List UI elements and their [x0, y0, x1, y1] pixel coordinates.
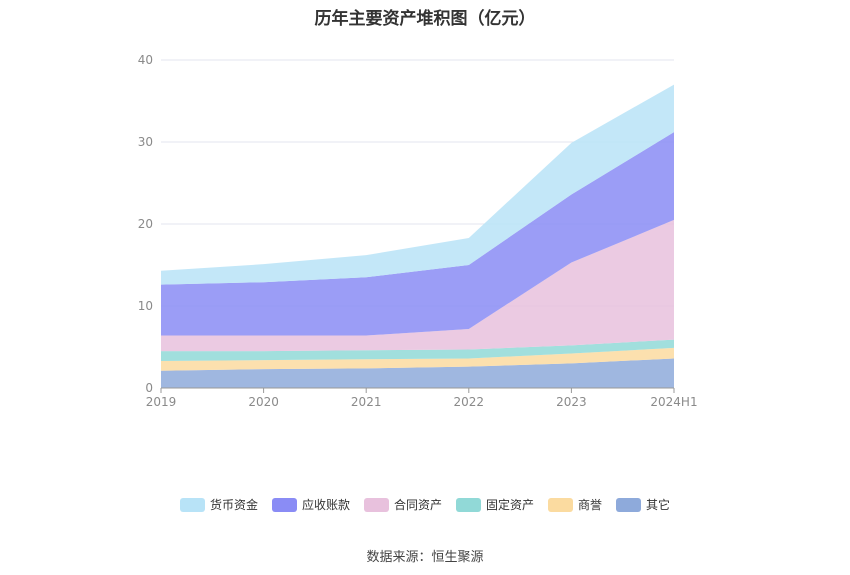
legend-swatch — [548, 497, 574, 512]
legend-item[interactable]: 合同资产 — [363, 496, 442, 513]
x-tick-label: 2024H1 — [650, 395, 697, 409]
legend-label: 应收账款 — [301, 498, 350, 512]
x-tick-label: 2021 — [351, 395, 382, 409]
legend-swatch — [456, 497, 481, 512]
legend-item[interactable]: 其它 — [616, 496, 670, 513]
legend-item[interactable]: 货币资金 — [179, 496, 258, 513]
y-tick-label: 40 — [138, 53, 153, 67]
legend-label: 其它 — [646, 498, 671, 512]
y-tick-label: 10 — [138, 299, 153, 313]
area-series — [161, 219, 674, 352]
legend-label: 货币资金 — [209, 498, 258, 512]
area-series — [161, 358, 674, 388]
legend-swatch — [616, 497, 642, 512]
y-tick-label: 30 — [138, 135, 153, 149]
x-tick-label: 2020 — [248, 395, 279, 409]
area-series — [161, 84, 674, 285]
x-tick-label: 2019 — [146, 395, 177, 409]
chart-title: 历年主要资产堆积图（亿元） — [314, 9, 536, 29]
area-series — [161, 347, 674, 371]
area-series — [161, 339, 674, 361]
y-tick-label: 20 — [138, 217, 153, 231]
area-series — [161, 132, 674, 336]
chart-legend: 货币资金 应收账款 合同资产 固定资产 商誉 其它 — [0, 496, 850, 513]
x-tick-label: 2023 — [556, 395, 587, 409]
legend-item[interactable]: 商誉 — [548, 496, 602, 513]
data-source: 数据来源：恒生聚源 — [366, 550, 484, 565]
legend-swatch — [363, 497, 389, 512]
legend-label: 合同资产 — [393, 498, 442, 512]
legend-item[interactable]: 应收账款 — [271, 496, 350, 513]
legend-swatch — [179, 497, 205, 512]
stacked-area-chart: 0 10 20 30 40 2019 2020 2021 2022 2023 2024H1 — [138, 53, 698, 409]
y-tick-label: 0 — [145, 381, 153, 395]
legend-label: 固定资产 — [486, 498, 535, 512]
legend-swatch — [271, 497, 297, 512]
legend-item[interactable]: 固定资产 — [456, 496, 534, 513]
x-tick-label: 2022 — [454, 395, 485, 409]
legend-label: 商誉 — [578, 498, 603, 512]
